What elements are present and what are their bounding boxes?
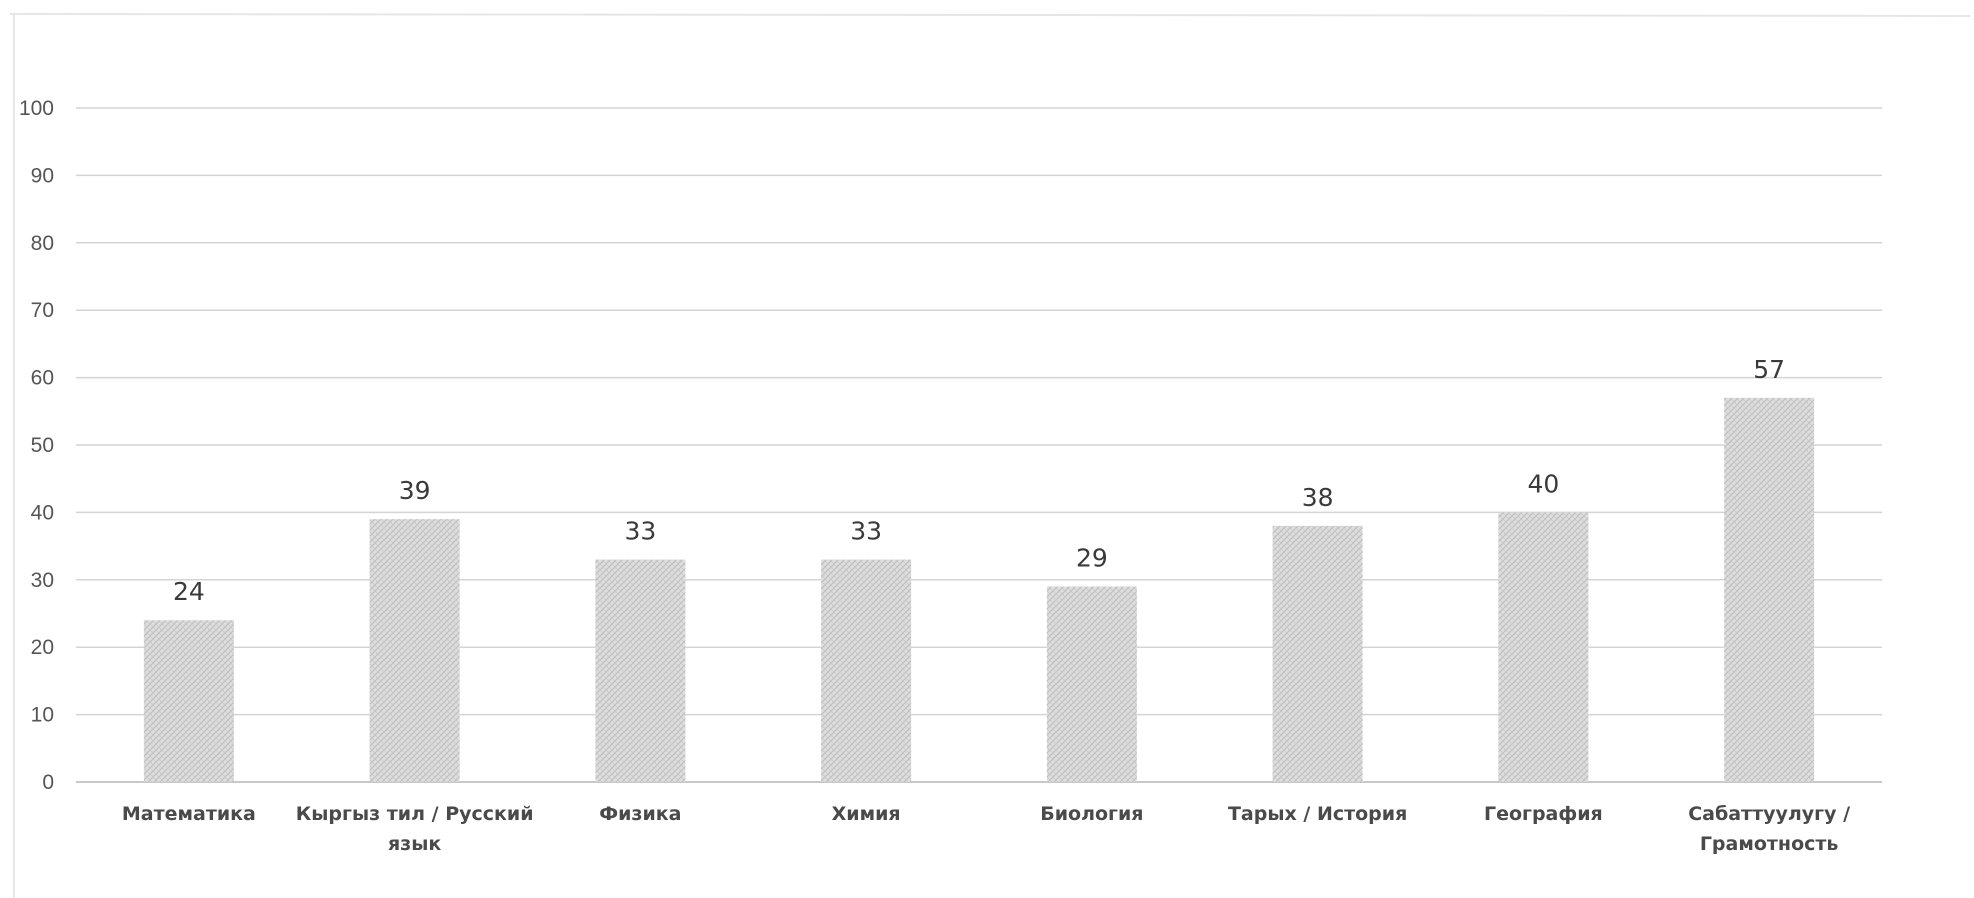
bars — [143, 397, 1815, 782]
y-tick-label: 30 — [31, 569, 54, 592]
y-tick-label: 70 — [31, 299, 54, 322]
top-border-line — [9, 13, 1971, 17]
gridlines — [76, 107, 1882, 783]
data-label: 38 — [1302, 483, 1334, 512]
data-label: 33 — [624, 517, 656, 546]
x-tick-label: Тарых / История — [1228, 803, 1407, 825]
data-labels: 24 39 33 33 29 38 40 57 — [173, 355, 1785, 606]
x-tick-label: Математика — [122, 803, 256, 825]
y-tick-label: 100 — [19, 97, 54, 120]
data-label: 39 — [399, 476, 431, 505]
bar — [595, 559, 686, 782]
y-tick-label: 60 — [31, 367, 54, 390]
bar — [1046, 586, 1137, 782]
y-tick-label: 10 — [31, 704, 54, 727]
y-tick-label: 80 — [31, 232, 54, 255]
bar — [369, 519, 460, 782]
y-tick-label: 90 — [31, 164, 54, 187]
data-label: 29 — [1076, 544, 1108, 573]
bar — [1498, 512, 1589, 782]
y-axis-ticks: 0 10 20 30 40 50 60 70 80 90 100 — [19, 97, 54, 794]
x-axis-categories: Математика Кыргыз тил / Русский язык Физика… — [122, 803, 1850, 855]
y-tick-label: 0 — [42, 771, 54, 794]
y-tick-label: 20 — [31, 636, 54, 659]
x-tick-label: Физика — [599, 803, 681, 825]
y-tick-label: 50 — [31, 434, 54, 457]
x-tick-label: Сабаттуулугу / Грамотность — [1688, 803, 1850, 855]
x-tick-label: География — [1484, 803, 1603, 825]
data-label: 57 — [1753, 355, 1785, 384]
x-tick-label: Кыргыз тил / Русский язык — [296, 803, 534, 855]
bar — [1724, 397, 1815, 782]
bar — [821, 559, 912, 782]
x-tick-label: Биология — [1040, 803, 1143, 825]
data-label: 33 — [850, 517, 882, 546]
bar — [143, 620, 234, 782]
x-tick-label: Химия — [832, 803, 901, 825]
data-label: 24 — [173, 577, 205, 606]
y-tick-label: 40 — [31, 501, 54, 524]
data-label: 40 — [1527, 469, 1559, 498]
bar — [1272, 525, 1363, 782]
